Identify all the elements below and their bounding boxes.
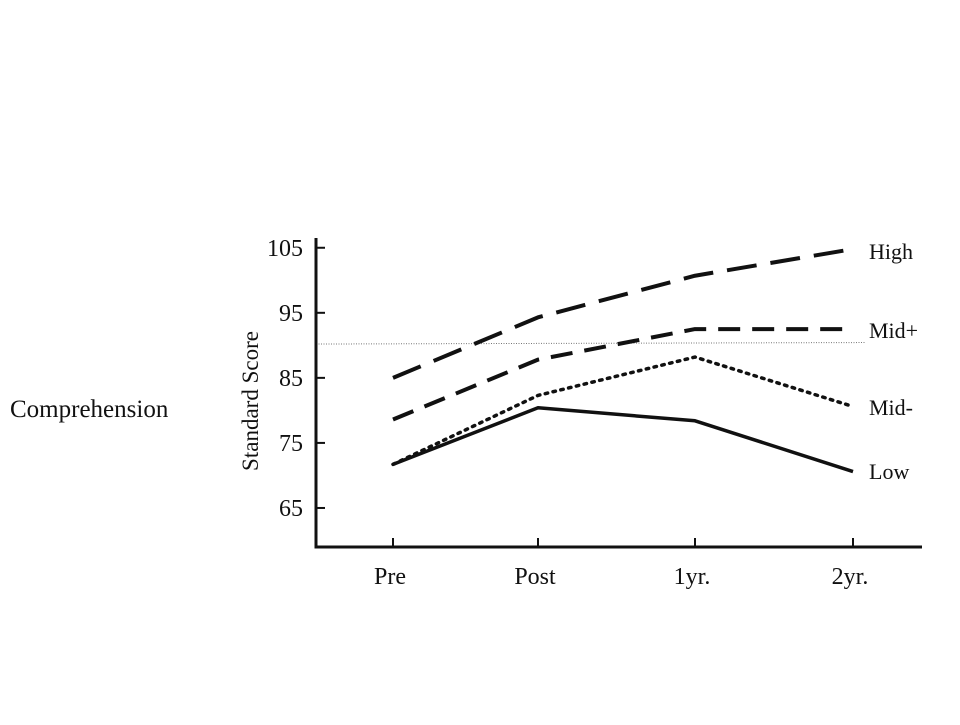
comprehension-label: Comprehension bbox=[10, 396, 168, 424]
y-tick-label-75: 75 bbox=[279, 431, 303, 457]
series-line-high bbox=[393, 249, 853, 378]
y-tick-label-85: 85 bbox=[279, 366, 303, 392]
series-label-mid-plus: Mid+ bbox=[869, 318, 918, 343]
series-label-high: High bbox=[869, 239, 913, 264]
series-label-low: Low bbox=[869, 459, 909, 484]
x-tick-label-1: Post bbox=[514, 564, 556, 590]
series-label-mid-minus: Mid- bbox=[869, 395, 913, 420]
series-line-low bbox=[393, 408, 853, 472]
y-tick-label-65: 65 bbox=[279, 496, 303, 522]
y-tick-label-95: 95 bbox=[279, 301, 303, 327]
x-tick-label-3: 2yr. bbox=[832, 564, 869, 590]
y-axis-title: Standard Score bbox=[238, 331, 263, 471]
reference-line bbox=[316, 343, 866, 345]
y-tick-label-105: 105 bbox=[267, 236, 303, 262]
x-tick-label-0: Pre bbox=[374, 564, 406, 590]
x-tick-label-2: 1yr. bbox=[674, 564, 711, 590]
